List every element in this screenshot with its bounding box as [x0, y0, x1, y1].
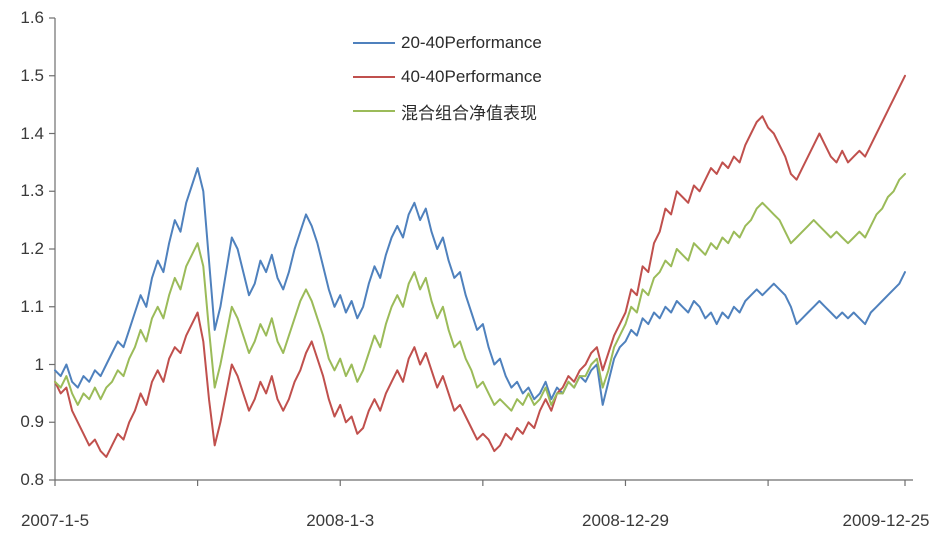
- x-axis-tick-label: 2008-12-29: [581, 511, 669, 530]
- y-axis-tick-label: 0.8: [20, 470, 44, 489]
- y-axis-tick-label: 1: [34, 354, 44, 374]
- y-axis-tick-label: 1.1: [20, 296, 44, 316]
- y-axis-tick-label: 0.9: [20, 412, 44, 432]
- legend-label: 40-40Performance: [401, 67, 542, 86]
- legend-label: 20-40Performance: [401, 33, 542, 52]
- y-axis-tick-label: 1.4: [20, 123, 44, 143]
- legend-item: 20-40Performance: [353, 26, 542, 60]
- y-axis-tick-label: 1.2: [20, 239, 44, 258]
- legend-item: 40-40Performance: [353, 60, 542, 94]
- legend-line-swatch: [353, 42, 395, 44]
- legend-line-swatch: [353, 110, 395, 112]
- y-axis-tick-label: 1.6: [20, 8, 44, 27]
- legend-line-swatch: [353, 76, 395, 78]
- legend-label: 混合组合净值表现: [401, 103, 537, 123]
- legend-item: 混合组合净值表现: [353, 94, 542, 128]
- y-axis-tick-label: 1.3: [20, 181, 44, 201]
- x-axis-tick-label: 2007-1-5: [20, 511, 90, 530]
- x-axis-tick-label: 2009-12-25: [842, 511, 930, 530]
- y-axis-tick-label: 1.5: [20, 65, 44, 85]
- x-axis-tick-label: 2008-1-3: [306, 511, 375, 530]
- chart-legend: 20-40Performance 40-40Performance 混合组合净值…: [353, 26, 542, 128]
